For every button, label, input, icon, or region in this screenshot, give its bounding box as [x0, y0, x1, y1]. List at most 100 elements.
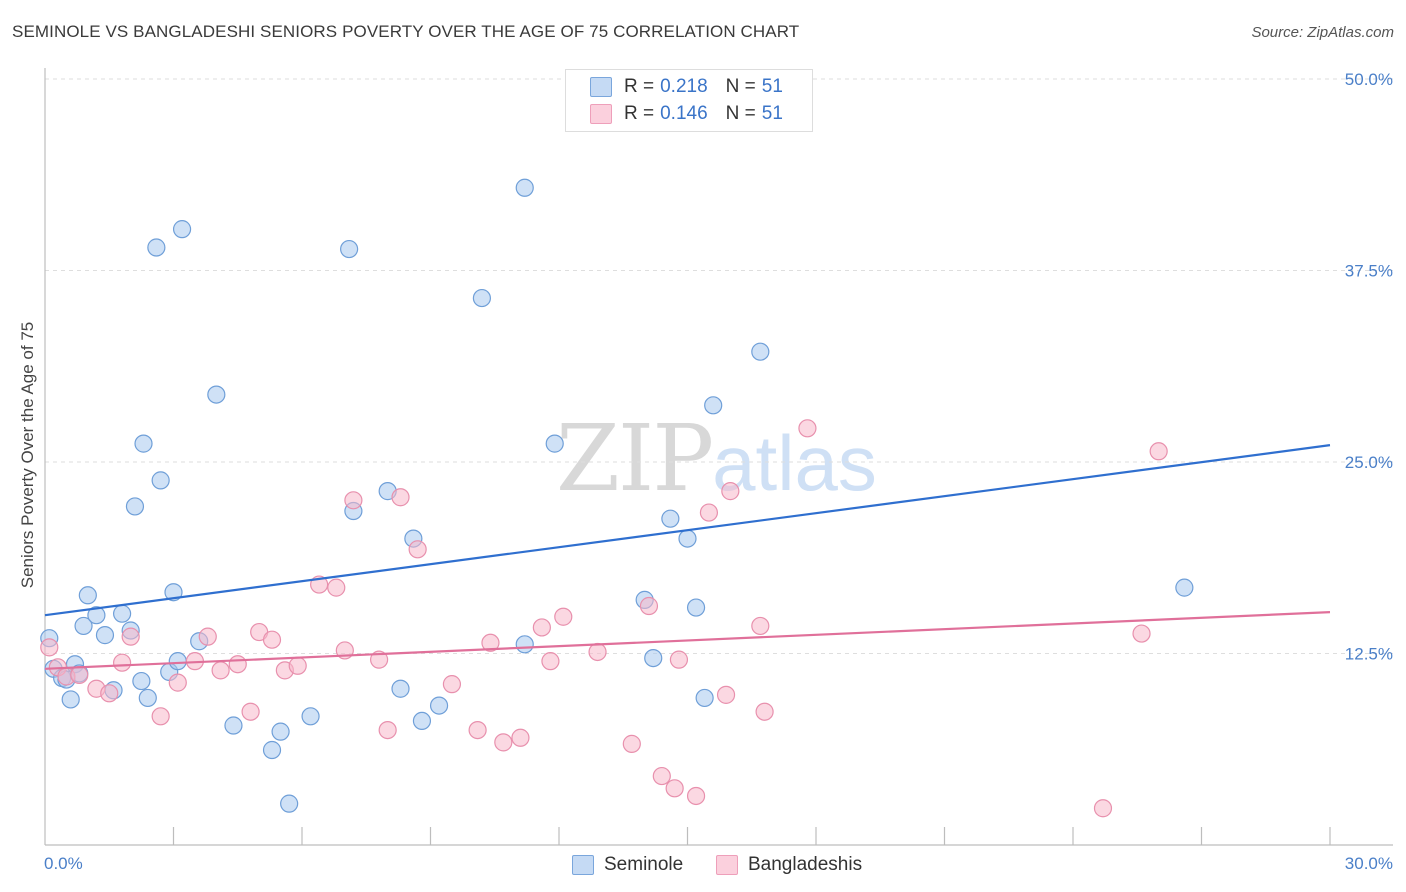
seminole-point: [151, 471, 170, 490]
bangladeshi-point: [541, 652, 560, 671]
bangladeshi-point: [511, 728, 530, 747]
seminole-point: [751, 342, 770, 361]
seminole-point: [262, 740, 282, 760]
seminole-point: [87, 606, 106, 625]
axes: [44, 68, 1393, 846]
bangladeshi-point: [1093, 799, 1113, 818]
bangladeshi-point: [622, 734, 641, 753]
bangladeshi-point: [344, 491, 363, 510]
bangladeshi-point: [699, 503, 719, 522]
seminole-legend-swatch: [572, 855, 594, 875]
seminole-point: [78, 586, 97, 605]
bangladeshi-point: [652, 766, 671, 786]
seminole-point: [429, 696, 449, 715]
bangladeshi-point: [1149, 442, 1168, 461]
bangladeshi-swatch: [590, 104, 612, 124]
y-tick-label: 50.0%: [1345, 70, 1393, 89]
chart-title: SEMINOLE VS BANGLADESHI SENIORS POVERTY …: [12, 22, 800, 41]
seminole-point: [1175, 578, 1194, 597]
bangladeshi-point: [228, 655, 247, 674]
seminole-point: [132, 671, 151, 691]
source-label: Source: ZipAtlas.com: [1251, 24, 1394, 41]
bangladeshi-point: [588, 642, 607, 662]
bangladeshi-point: [665, 779, 684, 798]
bangladeshi-point: [70, 665, 89, 685]
seminole-point: [112, 604, 132, 623]
legend-bangladeshis-label: Bangladeshis: [748, 854, 863, 875]
seminole-point: [391, 679, 410, 698]
bangladeshi-point: [327, 578, 346, 597]
legend-item-bangladeshis[interactable]: Bangladeshis: [716, 853, 862, 877]
bangladeshi-point: [40, 638, 59, 657]
bangladeshi-point: [378, 720, 397, 740]
bangladeshi-point: [755, 702, 774, 721]
bangladeshi-point: [370, 650, 389, 669]
bangladeshi-point: [468, 720, 487, 740]
seminole-point: [515, 635, 534, 654]
data-points: [40, 178, 1194, 818]
bangladeshi-point: [494, 733, 513, 752]
legend-row-bangladeshis: R = 0.146 N = 51: [590, 102, 783, 126]
seminole-point: [164, 583, 183, 602]
seminole-point: [172, 220, 192, 239]
bangladeshi-point: [669, 650, 689, 669]
r-label: R =: [624, 76, 655, 97]
seminole-point: [472, 288, 491, 308]
bangladeshi-point: [721, 482, 740, 501]
seminole-point: [515, 178, 534, 197]
r-value: 0.218: [660, 76, 708, 97]
y-tick-label: 37.5%: [1345, 262, 1393, 281]
seminole-swatch: [590, 77, 612, 97]
bangladeshi-point: [1132, 624, 1151, 643]
bangladeshi-point: [442, 675, 462, 694]
seminole-point: [271, 722, 290, 741]
seminole-point: [678, 529, 697, 548]
r-label: R =: [624, 103, 655, 124]
seminole-point: [412, 711, 432, 731]
seminole-point: [147, 238, 166, 257]
n-value: 51: [761, 76, 783, 97]
seminole-point: [224, 716, 243, 735]
seminole-point: [61, 690, 80, 709]
y-tick-label: 12.5%: [1345, 645, 1393, 664]
n-value: 51: [761, 103, 783, 124]
bangladeshi-point: [391, 488, 410, 507]
legend-item-seminole[interactable]: Seminole: [572, 853, 683, 877]
bangladeshi-point: [211, 661, 230, 680]
seminole-trend-line: [44, 444, 1331, 617]
seminole-point: [134, 434, 153, 453]
bangladeshi-point: [168, 673, 187, 692]
bangladeshi-point: [288, 656, 307, 675]
seminole-point: [207, 385, 226, 404]
x-tick-label: 0.0%: [44, 854, 83, 873]
seminole-point: [695, 688, 714, 708]
bangladeshi-point: [198, 627, 217, 646]
bangladeshi-point: [151, 707, 170, 726]
bangladeshi-point: [639, 596, 659, 616]
n-label: N =: [725, 76, 756, 97]
bangladeshi-point: [686, 786, 706, 806]
bangladeshi-point: [481, 633, 500, 652]
bangladeshi-point: [798, 419, 817, 438]
watermark: ZIPatlas: [556, 405, 877, 512]
n-label: N =: [725, 103, 756, 124]
seminole-point: [95, 626, 115, 645]
seminole-point: [168, 652, 187, 671]
bangladeshi-point: [112, 653, 132, 672]
bangladeshi-point: [716, 685, 736, 704]
seminole-point: [704, 396, 723, 415]
seminole-point: [545, 434, 564, 453]
bangladeshi-point: [100, 684, 119, 703]
watermark-atlas: atlas: [712, 419, 877, 507]
seminole-point: [125, 497, 145, 516]
seminole-point: [340, 239, 359, 259]
bangladeshi-point: [241, 702, 260, 721]
seminole-point: [74, 616, 93, 636]
stats-legend: R = 0.218 N = 51 R = 0.146 N = 51: [565, 69, 813, 132]
bangladeshi-point: [408, 540, 427, 559]
seminole-point: [644, 648, 663, 668]
x-tick-label: 30.0%: [1345, 854, 1393, 873]
bangladeshi-legend-swatch: [716, 855, 738, 875]
bangladeshi-trend-line: [44, 611, 1331, 670]
